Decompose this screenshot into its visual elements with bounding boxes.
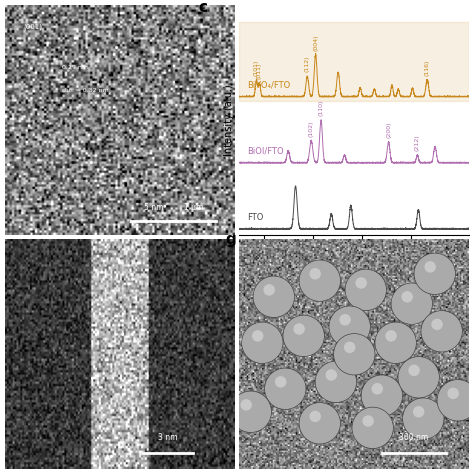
Circle shape (361, 375, 402, 416)
Circle shape (264, 284, 275, 296)
Circle shape (408, 365, 420, 376)
Text: (200): (200) (386, 122, 391, 138)
Circle shape (283, 315, 324, 356)
Circle shape (385, 330, 397, 342)
Text: (101): (101) (254, 60, 259, 76)
Circle shape (293, 323, 305, 335)
X-axis label: 2θ (°): 2θ (°) (340, 259, 368, 269)
Text: 5 nm: 5 nm (145, 203, 164, 212)
Text: (004): (004) (313, 34, 318, 51)
Circle shape (240, 399, 252, 410)
Circle shape (345, 269, 386, 310)
Circle shape (299, 260, 340, 301)
Text: (116): (116) (425, 59, 430, 76)
Text: (110): (110) (319, 100, 324, 116)
Y-axis label: Intensity (a.u.): Intensity (a.u.) (224, 84, 234, 155)
Text: 300 nm: 300 nm (400, 433, 428, 442)
Circle shape (356, 277, 367, 289)
Text: 3 nm: 3 nm (158, 433, 178, 442)
Circle shape (421, 310, 462, 352)
Circle shape (242, 322, 283, 364)
Text: g: g (226, 232, 236, 247)
Circle shape (334, 334, 375, 375)
Text: FTO: FTO (246, 213, 263, 222)
Circle shape (431, 319, 443, 330)
Circle shape (310, 268, 321, 280)
Circle shape (352, 407, 393, 448)
Circle shape (447, 388, 459, 399)
Bar (239, 22, 469, 101)
Circle shape (275, 376, 286, 388)
Circle shape (253, 276, 294, 318)
Circle shape (315, 361, 356, 402)
Circle shape (252, 330, 264, 342)
Circle shape (329, 306, 370, 347)
Circle shape (414, 253, 456, 294)
Text: 1 μm: 1 μm (183, 203, 203, 212)
Circle shape (398, 356, 439, 398)
Text: (011): (011) (257, 63, 262, 79)
Text: (001): (001) (23, 23, 42, 30)
Circle shape (372, 383, 383, 394)
Circle shape (230, 391, 272, 432)
Circle shape (362, 415, 374, 427)
Circle shape (299, 402, 340, 444)
Circle shape (326, 369, 337, 381)
Circle shape (437, 380, 474, 421)
Text: (112): (112) (305, 56, 310, 73)
Circle shape (424, 261, 436, 273)
Circle shape (344, 342, 356, 353)
Circle shape (264, 368, 306, 410)
Text: (212): (212) (415, 135, 420, 151)
Text: c: c (198, 0, 207, 15)
Text: 0.29 nm: 0.29 nm (62, 65, 88, 70)
Circle shape (413, 406, 424, 418)
Circle shape (375, 322, 416, 364)
Circle shape (401, 291, 413, 302)
Circle shape (310, 410, 321, 422)
Text: d₁₁₀ = 0.32 nm: d₁₁₀ = 0.32 nm (62, 88, 109, 93)
Circle shape (391, 283, 432, 324)
Text: BiOI/FTO: BiOI/FTO (246, 147, 283, 156)
Circle shape (339, 314, 351, 326)
Text: (102): (102) (309, 120, 314, 137)
Circle shape (402, 398, 444, 439)
Text: BiVO₄/FTO: BiVO₄/FTO (246, 81, 290, 90)
